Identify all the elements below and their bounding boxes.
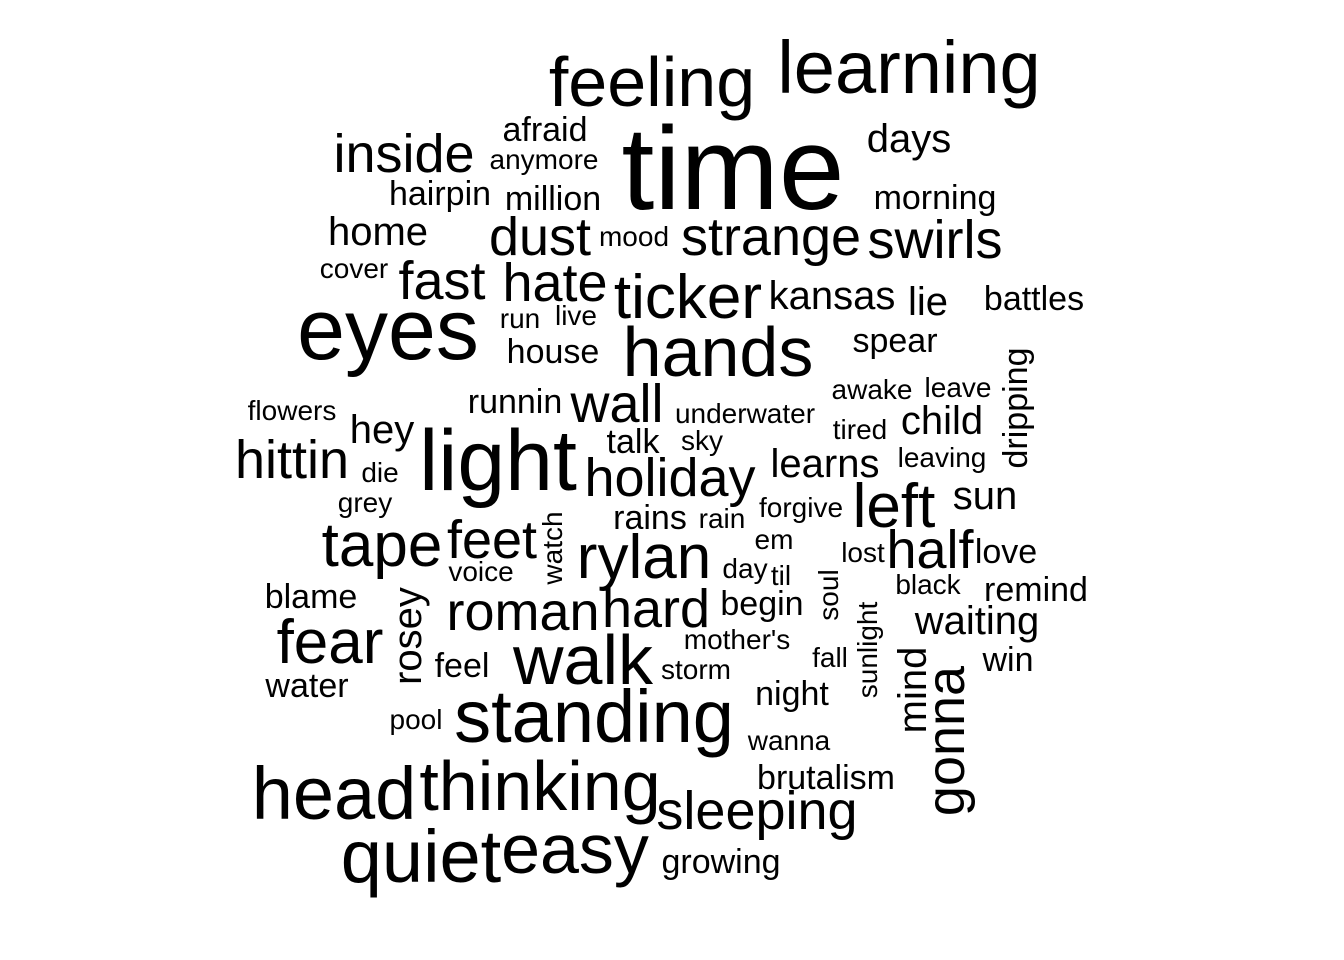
word-hey: hey	[349, 408, 415, 452]
word-hard: hard	[601, 579, 711, 639]
word-storm: storm	[661, 654, 731, 685]
word-talk: talk	[606, 423, 660, 461]
word-hittin: hittin	[234, 430, 350, 490]
word-live: live	[554, 300, 598, 331]
word-spear: spear	[852, 322, 938, 360]
word-morning: morning	[873, 179, 997, 217]
word-rain: rain	[698, 503, 746, 534]
word-time: time	[621, 103, 845, 235]
word-lie: lie	[907, 280, 949, 324]
word-half: half	[886, 520, 974, 580]
word-win: win	[982, 641, 1034, 679]
word-lost: lost	[841, 537, 885, 568]
word-rains: rains	[613, 499, 687, 537]
word-tired: tired	[832, 414, 888, 445]
word-pool: pool	[389, 704, 443, 735]
word-home: home	[327, 210, 429, 254]
word-strange: strange	[680, 207, 862, 267]
word-child: child	[900, 399, 984, 443]
word-hate: hate	[502, 253, 608, 313]
word-day: day	[722, 553, 768, 584]
word-night: night	[755, 675, 829, 713]
word-feeling: feeling	[548, 43, 756, 121]
word-afraid: afraid	[502, 111, 588, 149]
word-fear: fear	[276, 608, 384, 677]
word-mother-s: mother's	[683, 624, 791, 655]
word-voice: voice	[448, 556, 514, 587]
word-sunlight: sunlight	[852, 601, 883, 699]
word-ticker: ticker	[613, 263, 763, 332]
word-holiday: holiday	[584, 448, 756, 508]
word-learning: learning	[777, 26, 1041, 109]
word-wall: wall	[570, 374, 664, 434]
word-brutalism: brutalism	[757, 759, 895, 797]
word-kansas: kansas	[768, 274, 896, 318]
word-blame: blame	[264, 578, 358, 616]
word-feel: feel	[434, 647, 490, 685]
word-hairpin: hairpin	[388, 175, 492, 213]
word-learns: learns	[770, 442, 880, 486]
word-leave: leave	[924, 372, 992, 403]
word-wanna: wanna	[747, 725, 831, 756]
word-underwater: underwater	[674, 398, 816, 429]
word-em: em	[754, 524, 794, 555]
word-million: million	[504, 180, 602, 218]
word-easy: easy	[501, 810, 649, 888]
word-leaving: leaving	[897, 442, 987, 473]
word-fall: fall	[812, 642, 848, 673]
word-die: die	[361, 457, 399, 488]
word-feet: feet	[446, 510, 538, 570]
word-sleeping: sleeping	[656, 781, 858, 841]
word-forgive: forgive	[758, 492, 844, 523]
word-rylan: rylan	[576, 523, 712, 592]
word-mind: mind	[891, 646, 935, 734]
word-runnin: runnin	[467, 383, 563, 421]
word-walk: walk	[512, 621, 654, 699]
word-cover: cover	[319, 253, 389, 284]
word-thinking: thinking	[419, 747, 661, 825]
word-grey: grey	[337, 487, 393, 518]
word-eyes: eyes	[297, 282, 479, 378]
word-dripping: dripping	[997, 347, 1035, 469]
word-soul: soul	[813, 569, 844, 621]
word-black: black	[895, 569, 961, 600]
word-rosey: rosey	[386, 587, 430, 685]
word-anymore: anymore	[489, 144, 599, 175]
word-begin: begin	[720, 585, 804, 623]
word-flowers: flowers	[247, 395, 337, 426]
word-tape: tape	[321, 511, 443, 580]
word-watch: watch	[537, 511, 568, 585]
word-days: days	[866, 117, 952, 161]
word-inside: inside	[333, 124, 475, 184]
word-sun: sun	[952, 474, 1018, 518]
word-run: run	[499, 303, 541, 334]
word-battles: battles	[983, 280, 1085, 318]
word-growing: growing	[661, 843, 781, 881]
word-waiting: waiting	[914, 599, 1040, 643]
word-awake: awake	[831, 374, 913, 405]
word-fast: fast	[398, 251, 486, 311]
word-mood: mood	[598, 221, 670, 252]
word-til: til	[770, 560, 792, 591]
word-head: head	[251, 752, 417, 835]
word-light: light	[419, 413, 577, 509]
word-quiet: quiet	[340, 815, 502, 898]
word-house: house	[506, 333, 600, 371]
word-swirls: swirls	[867, 210, 1003, 270]
word-standing: standing	[454, 675, 734, 758]
word-roman: roman	[446, 582, 600, 642]
word-love: love	[974, 533, 1038, 571]
word-hands: hands	[622, 313, 814, 391]
word-remind: remind	[984, 571, 1088, 609]
word-dust: dust	[488, 207, 592, 267]
word-sky: sky	[681, 425, 723, 456]
word-water: water	[265, 667, 349, 705]
word-left: left	[852, 472, 936, 541]
